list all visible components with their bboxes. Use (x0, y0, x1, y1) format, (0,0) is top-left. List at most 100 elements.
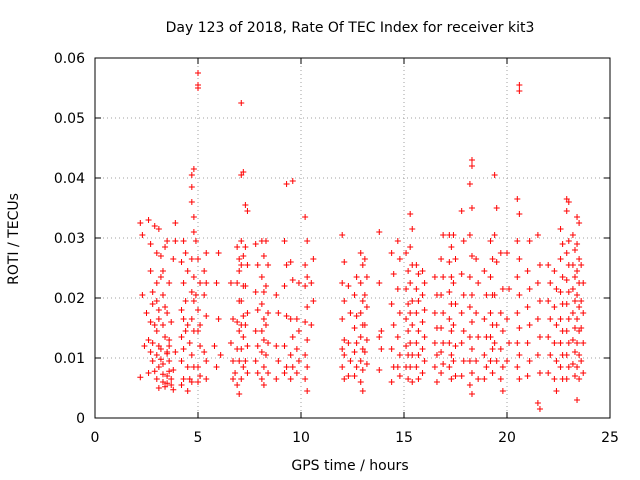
data-point (147, 268, 154, 274)
data-point (238, 262, 245, 268)
data-point (565, 199, 572, 205)
data-point (159, 361, 166, 367)
data-point (394, 364, 401, 370)
data-point (238, 376, 245, 382)
data-point (409, 226, 416, 232)
data-point (440, 274, 447, 280)
grid (95, 58, 610, 418)
data-point (341, 376, 348, 382)
data-point (499, 388, 506, 394)
data-point (159, 371, 166, 378)
data-point (421, 358, 428, 364)
data-point (201, 349, 208, 355)
data-point (180, 316, 187, 322)
data-point (188, 316, 195, 322)
data-point (468, 157, 475, 163)
data-point (534, 232, 541, 238)
data-point (514, 340, 521, 346)
data-point (446, 259, 453, 265)
data-point (273, 376, 280, 382)
data-point (141, 343, 148, 349)
data-point (450, 358, 457, 364)
data-point (201, 292, 208, 298)
x-tick-label: 5 (194, 430, 203, 446)
data-point (421, 307, 428, 313)
data-point (359, 298, 366, 304)
data-point (147, 319, 154, 325)
data-point (242, 283, 249, 289)
data-point (448, 274, 455, 280)
data-point (240, 313, 247, 319)
data-point (466, 382, 473, 388)
data-point (403, 250, 410, 256)
data-point (182, 250, 189, 256)
data-point (153, 250, 160, 256)
data-point (308, 322, 315, 328)
data-point (203, 280, 210, 286)
data-point (571, 298, 578, 304)
data-point (460, 328, 467, 334)
data-point (190, 298, 197, 304)
data-point (155, 364, 162, 370)
data-point (460, 238, 467, 244)
data-point (438, 292, 445, 298)
data-point (407, 310, 414, 316)
data-point (415, 376, 422, 382)
data-point (260, 289, 267, 295)
data-point (197, 322, 204, 328)
data-point (166, 368, 173, 375)
data-point (499, 364, 506, 370)
data-point (407, 244, 414, 250)
data-point (166, 280, 173, 286)
data-point (275, 310, 282, 316)
data-point (190, 274, 197, 280)
data-point (293, 316, 300, 322)
data-point (563, 352, 570, 358)
data-point (182, 298, 189, 304)
data-point (357, 280, 364, 286)
data-point (580, 310, 587, 316)
data-point (293, 346, 300, 352)
data-point (446, 340, 453, 346)
data-point (394, 238, 401, 244)
y-tick-label: 0.02 (54, 291, 85, 307)
data-point (421, 280, 428, 286)
data-point (168, 319, 175, 325)
data-point (431, 364, 438, 370)
data-point (351, 373, 358, 379)
data-point (481, 316, 488, 322)
data-point (232, 370, 239, 376)
data-point (557, 340, 564, 346)
data-point (524, 373, 531, 379)
data-point (578, 325, 585, 331)
data-point (446, 289, 453, 295)
data-point (273, 343, 280, 349)
data-point (238, 298, 245, 304)
y-tick-label: 0.06 (54, 51, 85, 67)
data-point (339, 364, 346, 370)
data-point (497, 250, 504, 256)
data-point (489, 346, 496, 352)
data-point (413, 262, 420, 268)
x-tick-label: 20 (498, 430, 516, 446)
data-point (157, 356, 164, 363)
data-point (172, 238, 179, 244)
data-point (446, 316, 453, 322)
data-point (499, 328, 506, 334)
data-point (574, 214, 581, 220)
data-point (468, 205, 475, 211)
data-point (576, 304, 583, 310)
data-point (473, 358, 480, 364)
data-point (184, 268, 191, 274)
data-point (195, 256, 201, 262)
data-point (304, 274, 311, 280)
data-point (345, 340, 352, 346)
data-point (405, 376, 412, 382)
data-point (466, 274, 473, 280)
data-point (164, 310, 171, 316)
data-point (281, 343, 288, 349)
data-point (491, 232, 498, 238)
data-point (569, 232, 576, 238)
data-point (504, 250, 510, 256)
